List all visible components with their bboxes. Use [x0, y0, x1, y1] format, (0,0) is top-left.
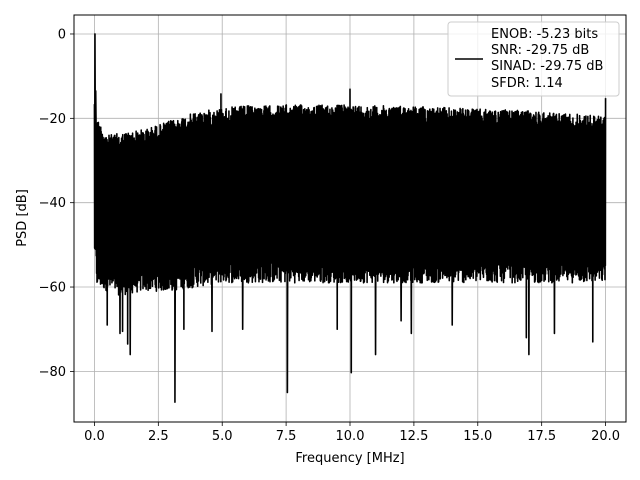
x-tick-label: 7.5 — [276, 429, 297, 444]
series-line — [93, 33, 607, 403]
y-axis-ticks: 0 −20 −40 −60 −80 — [39, 27, 74, 380]
legend-line-snr: SNR: -29.75 dB — [491, 43, 589, 58]
x-tick-label: 10.0 — [336, 429, 365, 444]
legend-line-enob: ENOB: -5.23 bits — [491, 27, 598, 42]
x-tick-label: 12.5 — [399, 429, 428, 444]
plot-area — [93, 33, 607, 403]
y-axis-label: PSD [dB] — [15, 189, 30, 247]
x-tick-label: 0.0 — [84, 429, 105, 444]
legend-line-sfdr: SFDR: 1.14 — [491, 76, 563, 91]
y-tick-label: −20 — [39, 112, 66, 127]
x-axis-ticks: 0.0 2.5 5.0 7.5 10.0 12.5 15.0 17.5 20.0 — [84, 422, 620, 444]
legend-box — [447, 21, 620, 97]
y-tick-label: 0 — [58, 27, 66, 42]
y-tick-label: −80 — [39, 365, 66, 380]
x-axis-label: Frequency [MHz] — [295, 451, 404, 466]
y-tick-label: −60 — [39, 281, 66, 296]
x-tick-label: 15.0 — [463, 429, 492, 444]
legend: ENOB: -5.23 bits SNR: -29.75 dB SINAD: -… — [447, 21, 620, 97]
x-tick-label: 17.5 — [527, 429, 556, 444]
x-tick-label: 5.0 — [212, 429, 233, 444]
legend-line-sinad: SINAD: -29.75 dB — [491, 59, 603, 74]
x-tick-label: 2.5 — [148, 429, 169, 444]
x-tick-label: 20.0 — [591, 429, 620, 444]
y-tick-label: −40 — [39, 196, 66, 211]
